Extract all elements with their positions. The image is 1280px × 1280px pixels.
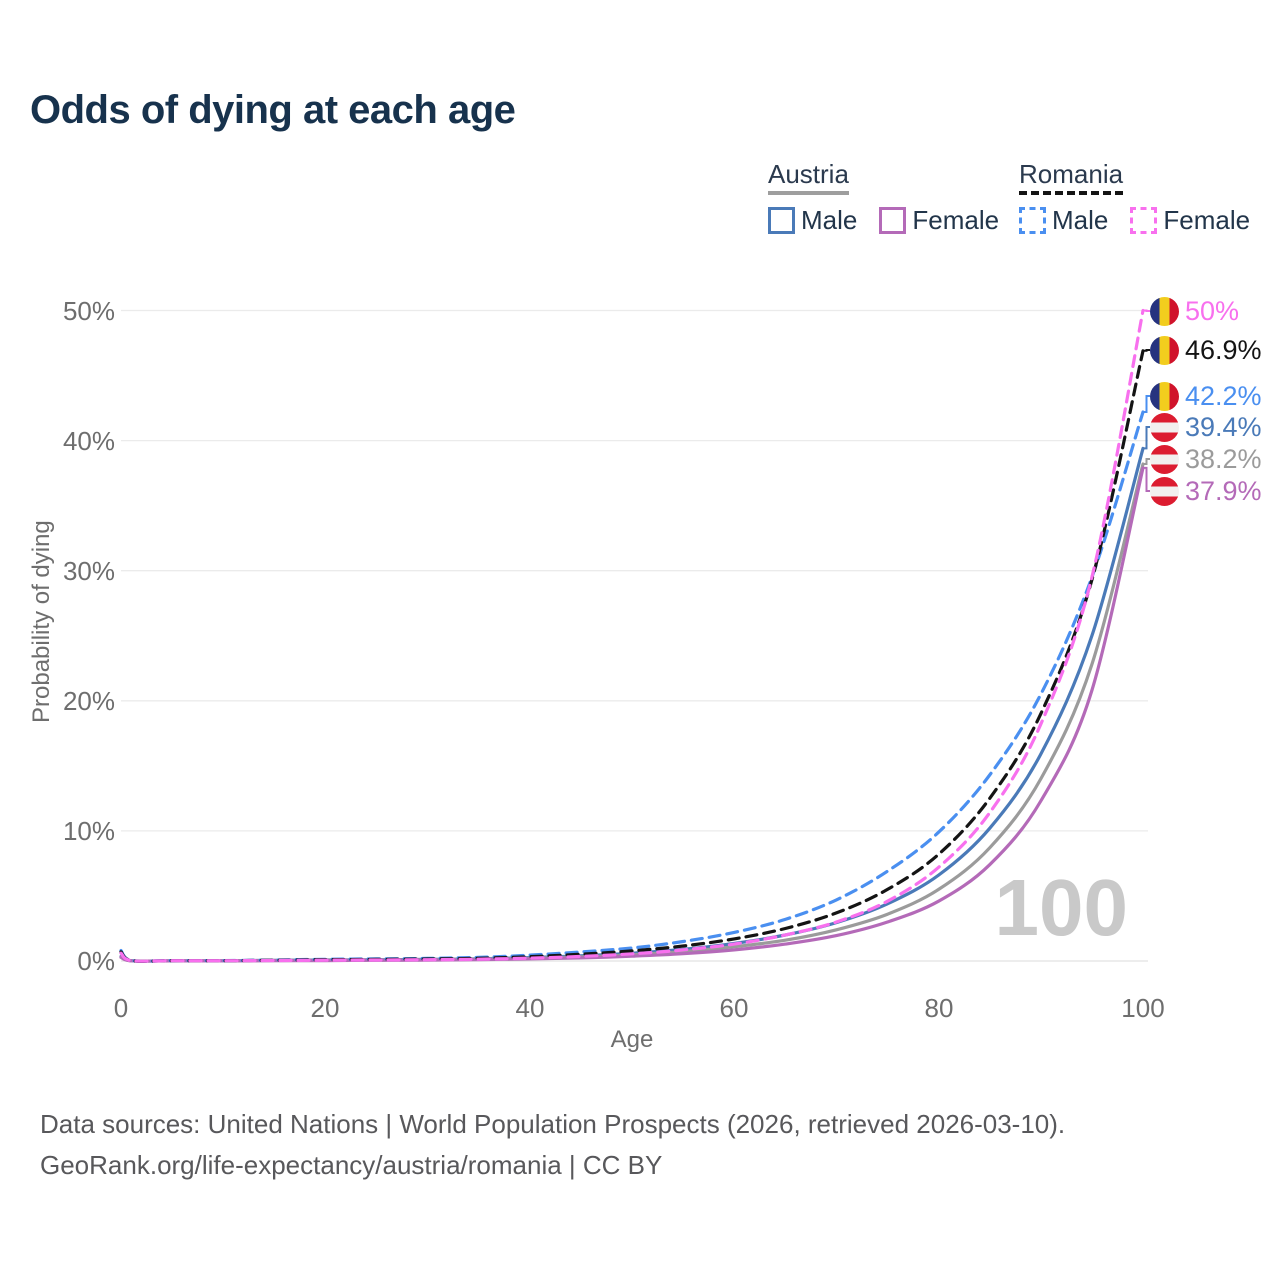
legend-item-romania-male[interactable]: Male (1019, 205, 1108, 236)
end-label-value: 50% (1185, 295, 1240, 326)
y-axis-title: Probability of dying (28, 520, 55, 724)
end-label-row: 37.9% (1150, 475, 1262, 507)
romania-dashed-line-swatch (1019, 191, 1124, 195)
footer: Data sources: United Nations | World Pop… (40, 1104, 1065, 1186)
data-sources-text: Data sources: United Nations | World Pop… (40, 1109, 1066, 1139)
y-tick-label: 40% (62, 426, 115, 456)
austria-flag-icon (1150, 412, 1179, 442)
legend-item-label: Male (1052, 205, 1109, 235)
romania-flag-icon (1150, 296, 1179, 326)
legend-group-romania: Romania Male Female (1019, 160, 1272, 236)
end-label-value: 42.2% (1185, 380, 1262, 411)
y-tick-label: 0% (77, 946, 115, 976)
romania-female-swatch-icon (1130, 207, 1158, 234)
y-tick-label: 10% (62, 816, 115, 846)
austria-flag-icon (1150, 444, 1179, 474)
label-connector (1143, 309, 1150, 312)
austria-flag-icon (1150, 476, 1179, 506)
x-tick-label: 20 (310, 993, 340, 1023)
x-tick-label: 100 (1121, 993, 1165, 1023)
label-connector (1143, 426, 1150, 450)
label-connector (1143, 349, 1150, 352)
label-connector (1143, 466, 1150, 492)
austria-female-swatch-icon (879, 207, 907, 234)
legend-item-romania-female[interactable]: Female (1130, 205, 1250, 236)
legend-item-austria-female[interactable]: Female (879, 205, 999, 236)
legend-country-label: Romania (1019, 159, 1124, 189)
y-tick-label: 20% (62, 686, 115, 716)
x-tick-label: 40 (515, 993, 545, 1023)
x-tick-label: 60 (719, 993, 749, 1023)
romania-male-swatch-icon (1019, 207, 1046, 234)
austria-male-swatch-icon (768, 207, 795, 234)
end-label-row: 39.4% (1150, 411, 1262, 443)
end-label-row: 46.9% (1150, 334, 1262, 366)
y-tick-label: 50% (62, 296, 115, 326)
label-connector (1143, 458, 1150, 465)
end-label-value: 38.2% (1185, 443, 1262, 474)
page-title: Odds of dying at each age (30, 88, 516, 132)
end-label-row: 42.2% (1150, 380, 1262, 412)
x-axis-title: Age (610, 1026, 654, 1053)
x-tick-label: 80 (924, 993, 954, 1023)
age-watermark: 100 (994, 863, 1128, 952)
end-label-value: 37.9% (1185, 475, 1262, 506)
legend-item-label: Female (912, 205, 1000, 235)
legend-header-austria: Austria (768, 160, 849, 195)
label-connector (1143, 395, 1150, 413)
source-url-text: GeoRank.org/life-expectancy/austria/roma… (40, 1150, 663, 1180)
legend-header-romania: Romania (1019, 159, 1124, 195)
end-label-value: 46.9% (1185, 334, 1262, 365)
legend-item-label: Male (801, 205, 858, 235)
legend-item-austria-male[interactable]: Male (768, 205, 857, 236)
romania-flag-icon (1150, 381, 1179, 411)
line-romania-female (119, 308, 1145, 963)
y-tick-label: 30% (62, 556, 115, 586)
end-label-row: 38.2% (1150, 443, 1262, 475)
austria-solid-line-swatch (768, 191, 849, 195)
end-label-value: 39.4% (1185, 411, 1262, 442)
legend-item-label: Female (1163, 205, 1251, 235)
romania-flag-icon (1150, 335, 1179, 365)
end-label-row: 50% (1150, 295, 1239, 327)
legend-group-austria: Austria Male Female (768, 160, 1021, 236)
x-tick-label: 0 (113, 993, 129, 1023)
legend-country-label: Austria (768, 159, 849, 189)
